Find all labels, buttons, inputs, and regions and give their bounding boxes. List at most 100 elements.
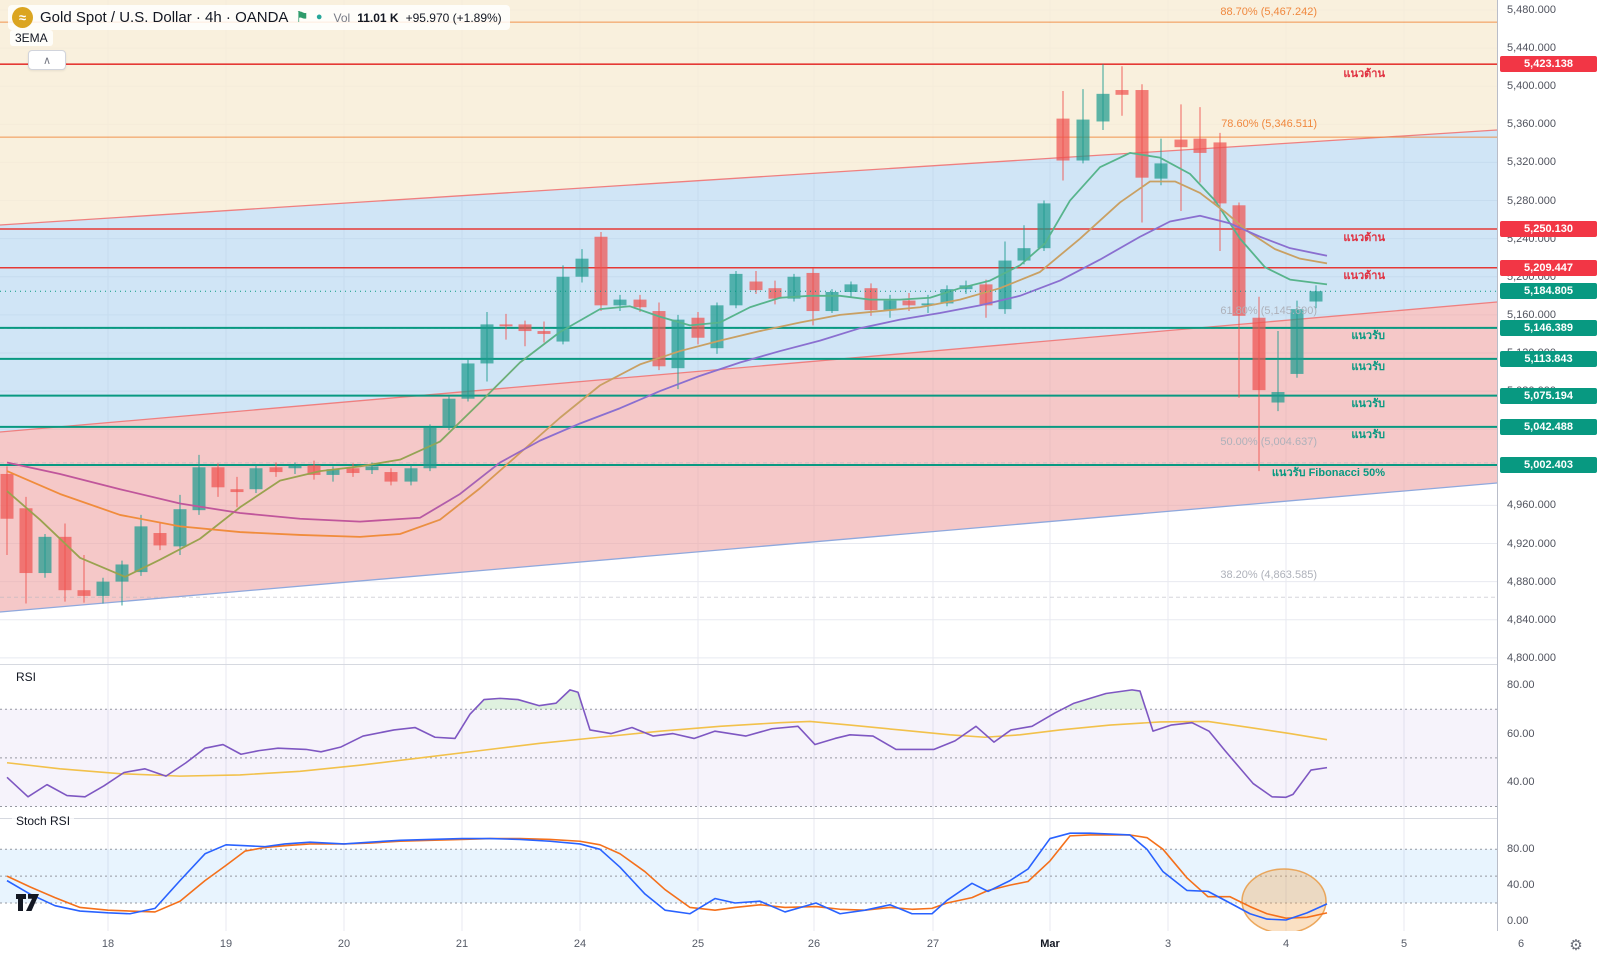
flag-icon[interactable]: ⚑ <box>295 9 309 26</box>
candle-up <box>423 427 437 469</box>
support-price-pill: 5,002.403 <box>1500 457 1597 473</box>
oversold-highlight-ellipse[interactable] <box>1241 868 1327 931</box>
candle-down <box>1174 139 1188 148</box>
candle-up <box>844 284 858 292</box>
candle-up <box>288 465 302 469</box>
symbol-legend[interactable]: ≈ Gold Spot / U.S. Dollar · 4h · OANDA ⚑… <box>8 5 510 30</box>
time-axis-label: 26 <box>807 938 821 950</box>
candle-down <box>499 324 513 327</box>
support-price-pill: 5,146.389 <box>1500 319 1597 336</box>
stoch-axis-label: 40.00 <box>1507 879 1535 892</box>
candle-up <box>442 398 456 428</box>
time-axis-label: Mar <box>1040 938 1060 950</box>
candle-up <box>1076 119 1090 161</box>
candle-up <box>825 291 839 312</box>
last-price-pill: 5,184.805 <box>1500 283 1597 300</box>
candle-down <box>230 489 244 493</box>
price-tick-label: 5,320.000 <box>1507 156 1556 169</box>
candle-up <box>192 467 206 511</box>
candle-up <box>575 258 589 277</box>
time-axis-label: 25 <box>691 938 705 950</box>
resistance-price-pill: 5,250.130 <box>1500 220 1597 237</box>
candle-up <box>96 581 110 596</box>
panel-separator[interactable] <box>0 664 1600 665</box>
candle-up <box>556 276 570 342</box>
rsi-axis-label: 40.00 <box>1507 776 1535 789</box>
price-tick-label: 5,280.000 <box>1507 194 1556 207</box>
price-tick-label: 5,440.000 <box>1507 42 1556 55</box>
tradingview-logo[interactable] <box>14 891 50 913</box>
time-axis-label: 4 <box>1282 938 1290 950</box>
candle-down <box>153 533 167 546</box>
price-tick-label: 4,840.000 <box>1507 613 1556 626</box>
price-change: +95.970 (+1.89%) <box>405 10 502 25</box>
candle-up <box>326 469 340 475</box>
candle-up <box>404 468 418 482</box>
candle-up <box>1154 163 1168 179</box>
time-axis-label: 6 <box>1517 938 1525 950</box>
time-axis-label: 24 <box>573 938 587 950</box>
price-tick-label: 4,880.000 <box>1507 575 1556 588</box>
candle-down <box>768 288 782 299</box>
candle-up <box>613 299 627 306</box>
resistance-price-pill: 5,209.447 <box>1500 259 1597 276</box>
price-chart-panel[interactable] <box>0 0 1497 664</box>
gear-icon: ⚙ <box>1569 936 1583 954</box>
timeline-settings-button[interactable]: ⚙ <box>1552 931 1600 958</box>
candle-down <box>19 508 33 574</box>
candle-up <box>249 468 263 490</box>
volume-label: Vol <box>333 10 351 25</box>
candle-up <box>921 303 935 306</box>
price-tick-label: 5,160.000 <box>1507 308 1556 321</box>
candle-down <box>537 331 551 334</box>
candle-down <box>652 311 666 367</box>
candle-down <box>691 317 705 338</box>
bottom-strip <box>0 958 1600 965</box>
candle-up <box>365 466 379 471</box>
panel-separator[interactable] <box>0 818 1600 819</box>
time-axis-label: 5 <box>1400 938 1408 950</box>
time-axis-label: 18 <box>101 938 115 950</box>
price-axis[interactable]: 5,480.000 5,440.000 5,400.000 5,360.000 5,32… <box>1497 0 1600 931</box>
candle-down <box>0 473 14 519</box>
candle-up <box>883 300 897 311</box>
candle-up <box>1096 93 1110 122</box>
indicator-legend-3ema[interactable]: 3EMA <box>10 30 53 46</box>
price-tick-label: 4,960.000 <box>1507 499 1556 512</box>
candle-down <box>77 590 91 596</box>
candle-up <box>480 324 494 364</box>
symbol-title[interactable]: Gold Spot / U.S. Dollar · 4h · OANDA <box>40 9 289 26</box>
stoch-axis-label: 80.00 <box>1507 843 1535 856</box>
stoch-panel-title[interactable]: Stoch RSI <box>12 813 75 829</box>
candle-up <box>1037 203 1051 249</box>
support-price-pill: 5,042.488 <box>1500 418 1597 435</box>
candle-down <box>1056 118 1070 161</box>
candle-up <box>1290 309 1304 374</box>
price-tick-label: 5,400.000 <box>1507 80 1556 93</box>
support-price-pill: 5,075.194 <box>1500 387 1597 404</box>
price-tick-label: 5,360.000 <box>1507 118 1556 131</box>
candle-up <box>173 509 187 547</box>
time-axis-label: 3 <box>1164 938 1172 950</box>
rsi-panel-title[interactable]: RSI <box>12 669 41 685</box>
collapse-legend-button[interactable]: ∧ <box>28 50 66 70</box>
candle-up <box>1017 248 1031 261</box>
candle-down <box>1232 205 1246 316</box>
candle-up <box>998 260 1012 310</box>
rsi-panel[interactable] <box>0 664 1497 818</box>
gold-coin-icon: ≈ <box>12 7 33 28</box>
candle-down <box>749 281 763 291</box>
stoch-rsi-panel[interactable] <box>0 818 1497 931</box>
candle-down <box>269 467 283 473</box>
stoch-axis-label: 0.00 <box>1507 914 1529 927</box>
price-tick-label: 5,480.000 <box>1507 4 1556 16</box>
candle-down <box>1115 90 1129 95</box>
volume-value: 11.01 K <box>357 10 399 25</box>
candle-down <box>1252 317 1266 391</box>
candle-up <box>1309 291 1323 302</box>
time-axis[interactable]: 18 19 20 21 24 25 26 27 Mar 3 4 5 6 <box>0 931 1600 958</box>
candle-up <box>461 363 475 399</box>
resistance-price-pill: 5,423.138 <box>1500 56 1597 73</box>
candle-down <box>384 472 398 482</box>
